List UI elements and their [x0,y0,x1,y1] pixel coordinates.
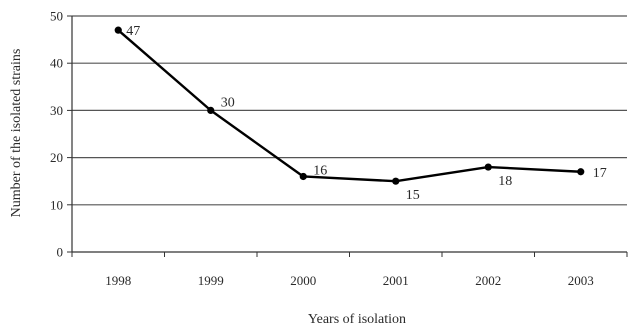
data-label-1998: 47 [126,24,140,39]
y-tick-label-40: 40 [50,56,63,71]
x-tick-label-1998: 1998 [105,273,131,288]
data-label-2002: 18 [498,174,512,189]
x-tick-label-2001: 2001 [383,273,409,288]
data-label-1999: 30 [221,95,235,110]
y-tick-labels: 0 10 20 30 40 50 [50,9,63,260]
x-tick-label-2003: 2003 [568,273,594,288]
data-point-2001 [392,177,400,185]
data-point-2002 [484,163,492,171]
x-tick-label-2002: 2002 [475,273,501,288]
y-tick-label-50: 50 [50,9,63,24]
series-line [117,29,581,183]
y-tick-label-30: 30 [50,103,63,118]
x-tick-labels: 1998 1999 2000 2001 2002 2003 [105,273,594,288]
data-label-2003: 17 [593,166,607,181]
x-axis-title: Years of isolation [308,312,406,327]
data-label-2001: 15 [406,188,420,203]
data-point-1999 [207,106,215,114]
axes [67,15,628,257]
x-tick-label-1999: 1999 [198,273,224,288]
y-tick-label-10: 10 [50,197,63,212]
data-point-2000 [299,172,307,181]
x-tick-label-2000: 2000 [290,273,316,288]
data-point-1998 [114,26,122,34]
data-label-2000: 16 [313,163,327,178]
y-axis-title: Number of the isolated strains [9,49,24,218]
gridlines [72,15,627,206]
series-strains [114,26,585,185]
data-point-2003 [577,168,585,176]
data-labels: 47 30 16 15 18 17 [126,24,607,203]
y-tick-label-20: 20 [50,150,63,165]
y-tick-label-0: 0 [57,245,64,260]
